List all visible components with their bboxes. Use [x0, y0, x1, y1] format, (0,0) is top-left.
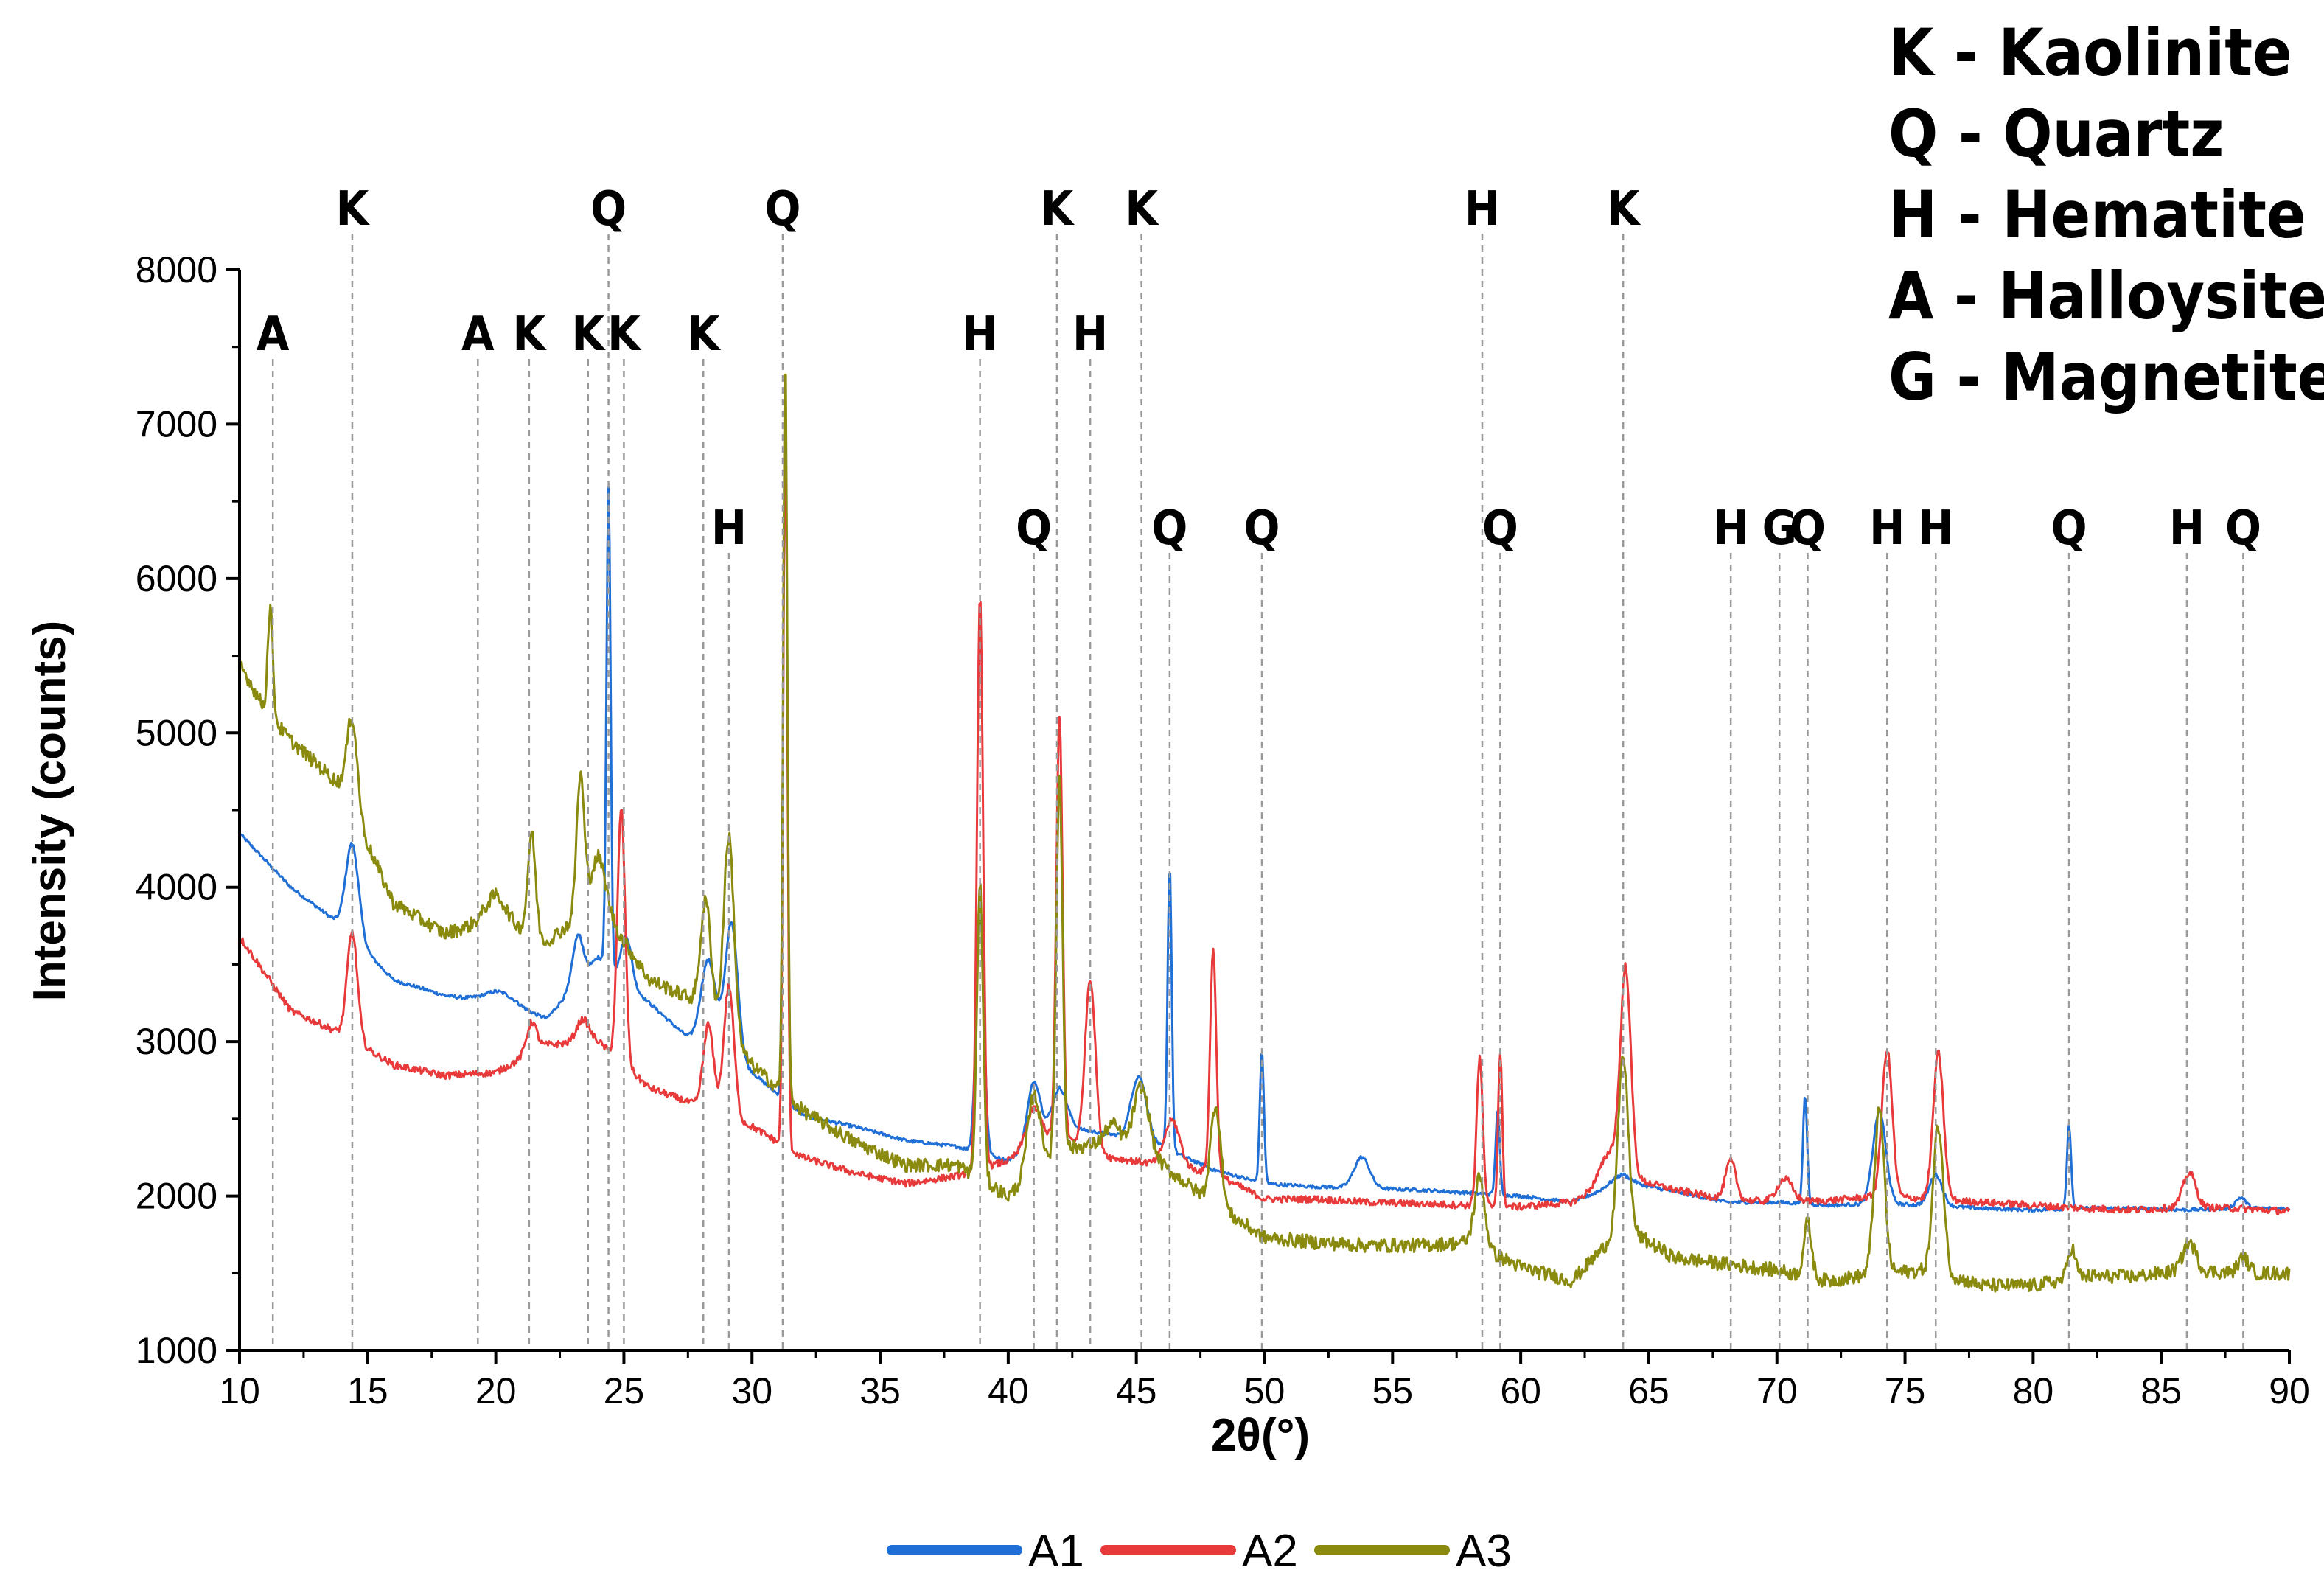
phase-key-halloysite: A - Halloysite [1888, 258, 2324, 334]
peak-label: K [336, 182, 371, 237]
peak-label: K [1125, 182, 1159, 237]
peak-label: Q [764, 182, 800, 237]
x-axis-title: 2θ(°) [1211, 1410, 1310, 1461]
peak-label: H [1072, 307, 1108, 362]
y-tick-label: 7000 [136, 403, 217, 444]
peak-label: H [1465, 182, 1500, 237]
peak-label: H [711, 501, 747, 556]
peak-label: K [687, 307, 722, 362]
series-line-a3 [238, 373, 2291, 1293]
peak-label: Q [1244, 501, 1280, 556]
peak-label: H [1918, 501, 1953, 556]
series-line-a1 [238, 417, 2291, 1213]
axes [238, 270, 2289, 1352]
x-tick-label: 35 [859, 1370, 901, 1412]
y-tick-label: 8000 [136, 249, 217, 290]
x-tick-label: 75 [1885, 1370, 1926, 1412]
legend: A1 A2 A3 [887, 1526, 1512, 1577]
y-axis-title: Intensity (counts) [24, 621, 75, 1002]
peak-label: A [257, 307, 290, 362]
peak-label: H [963, 307, 998, 362]
peak-label: K [571, 307, 606, 362]
x-tick-label: 10 [219, 1370, 260, 1412]
peak-label: Q [1790, 501, 1826, 556]
phase-key-hematite: H - Hematite [1888, 177, 2306, 253]
x-tick-label: 15 [347, 1370, 388, 1412]
x-tick-label: 60 [1500, 1370, 1541, 1412]
peak-label: G [1762, 501, 1797, 556]
peak-label: K [607, 307, 642, 362]
phase-key-quartz: Q - Quartz [1888, 96, 2224, 172]
peak-label: K [1041, 182, 1075, 237]
x-tick-label: 55 [1372, 1370, 1414, 1412]
y-tick-label: 3000 [136, 1021, 217, 1062]
peak-label: Q [1016, 501, 1052, 556]
peak-label: Q [2225, 501, 2261, 556]
peak-label: K [1607, 182, 1641, 237]
x-tick-label: 25 [604, 1370, 645, 1412]
x-tick-label: 40 [988, 1370, 1029, 1412]
x-tick-label: 65 [1628, 1370, 1669, 1412]
x-tick-label: 90 [2269, 1370, 2310, 1412]
peak-label: H [1869, 501, 1905, 556]
peak-label: H [2169, 501, 2205, 556]
x-tick-label: 30 [731, 1370, 772, 1412]
phase-key: K - Kaolinite Q - Quartz H - Hematite A … [1888, 15, 2324, 415]
x-tick-label: 50 [1244, 1370, 1285, 1412]
x-tick-label: 20 [475, 1370, 517, 1412]
peak-label: Q [1482, 501, 1518, 556]
peak-label: K [513, 307, 548, 362]
x-tick-label: 45 [1116, 1370, 1157, 1412]
legend-label-a3: A3 [1456, 1526, 1512, 1577]
x-tick-label: 70 [1756, 1370, 1798, 1412]
y-tick-label: 4000 [136, 867, 217, 908]
y-tick-label: 2000 [136, 1176, 217, 1217]
peak-label: A [461, 307, 495, 362]
y-ticks: 1000 2000 3000 4000 5000 6000 7000 8000 [136, 249, 240, 1371]
peak-label: Q [590, 182, 627, 237]
legend-label-a1: A1 [1028, 1526, 1084, 1577]
x-tick-label: 80 [2013, 1370, 2054, 1412]
x-tick-label: 85 [2140, 1370, 2182, 1412]
peak-label: H [1713, 501, 1748, 556]
peak-label: Q [2051, 501, 2087, 556]
phase-key-kaolinite: K - Kaolinite [1888, 15, 2292, 91]
x-ticks: 10 15 20 25 30 35 40 45 50 55 60 65 70 75 80 85 90 [219, 1350, 2310, 1412]
y-tick-label: 5000 [136, 712, 217, 753]
legend-label-a2: A2 [1242, 1526, 1298, 1577]
series-line-a2 [238, 425, 2291, 1215]
peak-guides [271, 234, 2244, 1350]
phase-key-magnetite: G - Magnetite [1888, 339, 2324, 415]
y-tick-label: 6000 [136, 558, 217, 599]
peak-label: Q [1151, 501, 1187, 556]
plot-area [238, 373, 2291, 1293]
y-tick-label: 1000 [136, 1330, 217, 1371]
